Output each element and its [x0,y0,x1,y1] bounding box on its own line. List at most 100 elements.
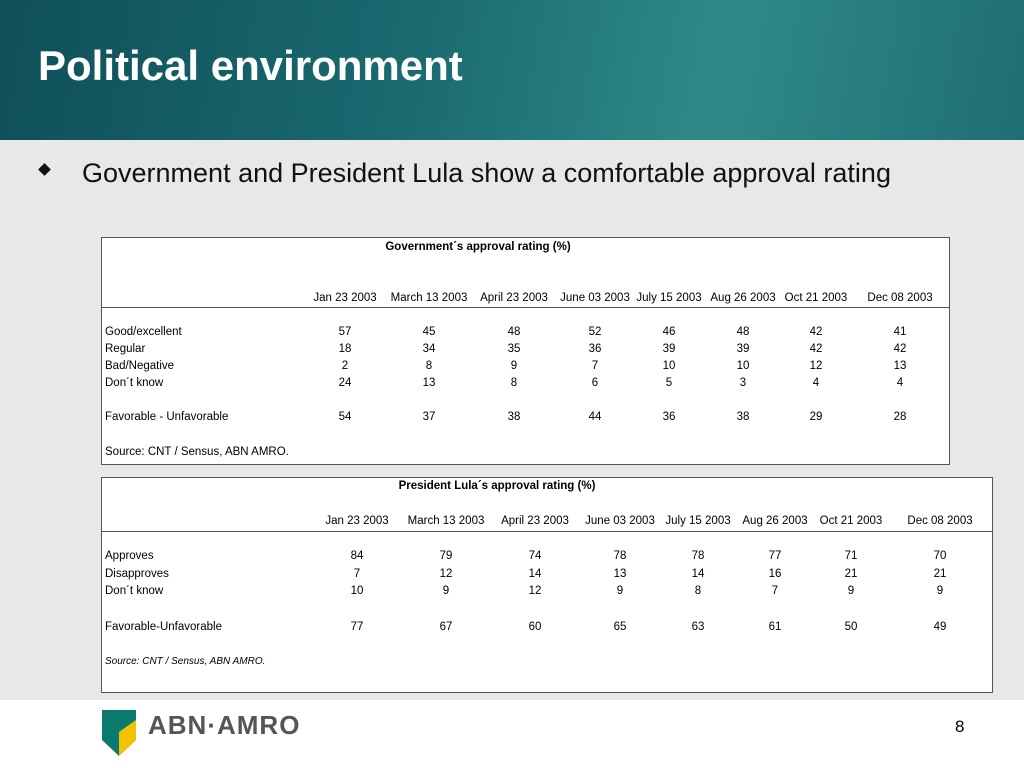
cell-value: 9 [442,585,450,597]
cell-value: 71 [844,550,858,562]
bullet-text: Government and President Lula show a com… [82,158,891,188]
cell-value: 13 [613,568,627,580]
cell-value: 54 [338,411,352,423]
cell-value: 10 [350,585,364,597]
source-note: Source: CNT / Sensus, ABN AMRO. [105,446,289,458]
cell-value: 42 [809,326,823,338]
cell-value: 14 [528,568,542,580]
cell-value: 10 [662,360,676,372]
header-band [0,0,1024,140]
logo-shield [102,710,136,756]
cell-value: 45 [422,326,436,338]
cell-value: 34 [422,343,436,355]
column-header: June 03 2003 [585,515,655,527]
cell-value: 48 [507,326,521,338]
cell-value: 39 [736,343,750,355]
cell-value: 7 [353,568,361,580]
cell-value: 77 [350,621,364,633]
row-label: Approves [105,550,154,562]
cell-value: 13 [893,360,907,372]
cell-value: 42 [809,343,823,355]
column-header: Aug 26 2003 [742,515,808,527]
row-label: Good/excellent [105,326,182,338]
cell-value: 8 [425,360,433,372]
cell-value: 4 [812,377,820,389]
row-label: Regular [105,343,146,355]
table-title: President Lula´s approval rating (%) [398,480,596,492]
cell-value: 44 [588,411,602,423]
cell-value: 48 [736,326,750,338]
column-header: July 15 2003 [665,515,731,527]
source-note: Source: CNT / Sensus, ABN AMRO. [105,656,266,667]
cell-value: 70 [933,550,947,562]
cell-value: 61 [768,621,782,633]
cell-value: 21 [844,568,858,580]
row-label: Favorable - Unfavorable [105,411,229,423]
row-label: Don´t know [105,377,164,389]
cell-value: 12 [809,360,823,372]
cell-value: 3 [739,377,747,389]
cell-value: 35 [507,343,521,355]
cell-value: 16 [768,568,782,580]
cell-value: 14 [691,568,705,580]
column-header: April 23 2003 [501,515,569,527]
cell-value: 36 [588,343,602,355]
column-header: Jan 23 2003 [325,515,389,527]
cell-value: 78 [613,550,627,562]
header-rule [101,307,950,308]
cell-value: 65 [613,621,627,633]
cell-value: 38 [507,411,521,423]
cell-value: 78 [691,550,705,562]
table-title: Government´s approval rating (%) [385,241,571,253]
cell-value: 60 [528,621,542,633]
cell-value: 57 [338,326,352,338]
cell-value: 63 [691,621,705,633]
cell-value: 37 [422,411,436,423]
row-label: Favorable-Unfavorable [105,621,222,633]
cell-value: 4 [896,377,904,389]
column-header: Jan 23 2003 [313,292,377,304]
cell-value: 9 [510,360,518,372]
row-label: Don´t know [105,585,164,597]
cell-value: 12 [528,585,542,597]
cell-value: 29 [809,411,823,423]
cell-value: 46 [662,326,676,338]
cell-value: 52 [588,326,602,338]
cell-value: 77 [768,550,782,562]
cell-value: 24 [338,377,352,389]
cell-value: 8 [694,585,702,597]
cell-value: 36 [662,411,676,423]
cell-value: 10 [736,360,750,372]
cell-value: 84 [350,550,364,562]
cell-value: 6 [591,377,599,389]
cell-value: 67 [439,621,453,633]
column-header: Oct 21 2003 [784,292,848,304]
column-header: Aug 26 2003 [710,292,776,304]
cell-value: 2 [341,360,349,372]
cell-value: 7 [771,585,779,597]
header-rule [101,531,993,532]
cell-value: 41 [893,326,907,338]
cell-value: 8 [510,377,518,389]
slide-title: Political environment [38,42,463,89]
column-header: March 13 2003 [407,515,485,527]
table-box [101,237,950,465]
column-header: Dec 08 2003 [907,515,973,527]
cell-value: 9 [616,585,624,597]
row-label: Disapproves [105,568,169,580]
page-number: 8 [955,717,965,736]
column-header: July 15 2003 [636,292,702,304]
cell-value: 79 [439,550,453,562]
cell-value: 18 [338,343,352,355]
row-label: Bad/Negative [105,360,175,372]
cell-value: 28 [893,411,907,423]
cell-value: 5 [665,377,673,389]
column-header: Oct 21 2003 [819,515,883,527]
cell-value: 9 [936,585,944,597]
cell-value: 49 [933,621,947,633]
column-header: Dec 08 2003 [867,292,933,304]
cell-value: 7 [591,360,599,372]
column-header: June 03 2003 [560,292,630,304]
column-header: March 13 2003 [390,292,468,304]
